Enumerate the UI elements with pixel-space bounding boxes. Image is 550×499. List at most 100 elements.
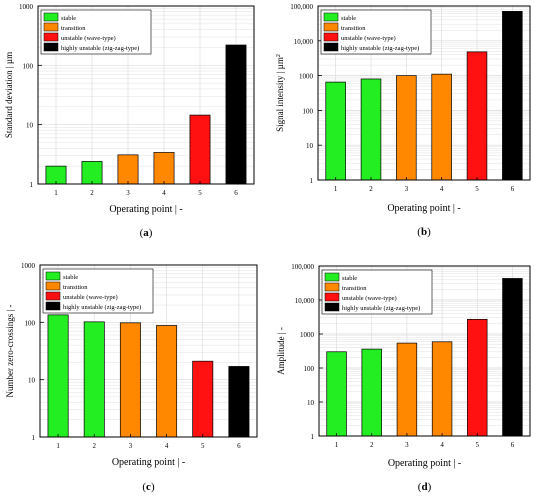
x-tick-label: 2 (93, 442, 97, 450)
bar-point-6 (502, 278, 523, 437)
x-tick-label: 5 (201, 442, 205, 450)
plot-frame (37, 5, 255, 185)
y-tick-label: 10,000 (295, 297, 315, 305)
bar-point-2 (360, 78, 382, 181)
x-axis-label: Operating point | - (387, 203, 460, 214)
y-axis-label-superscript: 2 (276, 54, 282, 57)
panel-label-letter: c (146, 481, 151, 493)
legend-swatch (324, 292, 340, 302)
bar-point-2 (361, 348, 382, 437)
x-tick-label: 6 (511, 441, 515, 449)
legend: stable transition unstable (wave-type) high… (321, 269, 433, 315)
plot-frame (318, 265, 531, 437)
bar-point-3 (119, 322, 141, 438)
legend-swatch (323, 42, 339, 52)
legend-label: highly unstable (zig-zag-type) (61, 45, 139, 52)
plot-frame (317, 5, 531, 181)
x-axis-label: Operating point | - (109, 204, 182, 215)
panel-label-letter: a (143, 227, 149, 239)
y-tick-label: 100 (23, 62, 34, 70)
legend-label: stable (341, 15, 356, 22)
legend: stable transition unstable (wave-type) high… (40, 9, 152, 55)
y-axis-label: Standard deviation | µm (4, 52, 14, 138)
x-tick-label: 1 (56, 442, 60, 450)
legend-label: stable (342, 275, 357, 282)
panel-label: (b) (417, 226, 431, 238)
x-tick-label: 2 (370, 441, 374, 449)
bar-point-3 (117, 154, 139, 185)
panel-label: (a) (140, 227, 153, 239)
legend-label: transition (61, 25, 86, 32)
bar-point-2 (81, 161, 103, 185)
y-tick-label: 100,000 (290, 3, 313, 11)
x-tick-label: 5 (198, 189, 202, 197)
y-tick-label: 10,000 (294, 38, 314, 46)
bar-point-6 (225, 44, 247, 185)
x-tick-label: 3 (126, 189, 130, 197)
legend-swatch (324, 282, 340, 292)
legend-label: highly unstable (zig-zag-type) (341, 45, 419, 52)
legend-swatch (45, 301, 61, 311)
y-tick-label: 1000 (300, 331, 315, 339)
legend-swatch (43, 22, 59, 32)
y-axis-label: Signal intensity | µm2 (275, 54, 285, 132)
legend-swatch (43, 42, 59, 52)
bar-point-6 (502, 11, 523, 181)
panel-label-open-paren: ( (418, 481, 422, 493)
x-tick-label: 2 (369, 185, 373, 193)
chart-panel-4: 1 10 100 1000 10,000 100,000 1 2 3 4 5 6 Operating p… (276, 263, 531, 493)
bar-point-5 (466, 51, 488, 181)
x-tick-label: 1 (334, 185, 338, 193)
y-tick-label: 1000 (21, 262, 36, 270)
x-axis-label: Operating point | - (388, 458, 461, 469)
x-tick-label: 6 (234, 189, 238, 197)
panel-label-close-paren: ) (428, 481, 432, 493)
bar-point-5 (192, 360, 214, 438)
x-tick-label: 5 (476, 441, 480, 449)
legend-label: stable (61, 15, 76, 22)
y-tick-label: 1 (32, 434, 36, 442)
panel-label-close-paren: ) (427, 226, 431, 238)
bar-point-4 (431, 73, 452, 181)
y-tick-label: 10 (28, 377, 36, 385)
bar-point-2 (83, 321, 105, 438)
x-tick-label: 4 (440, 185, 444, 193)
panel-label-letter: d (421, 481, 427, 493)
legend-label: unstable (wave-type) (63, 294, 118, 301)
y-tick-label: 1 (310, 177, 314, 185)
legend-box (321, 269, 433, 315)
legend-swatch (43, 12, 59, 22)
y-tick-label: 10 (306, 142, 314, 150)
y-tick-label: 100 (25, 319, 36, 327)
bar-point-4 (431, 341, 453, 437)
y-tick-label: 100 (303, 107, 314, 115)
legend-label: unstable (wave-type) (341, 35, 396, 42)
x-tick-label: 1 (54, 189, 58, 197)
legend-label: unstable (wave-type) (61, 35, 116, 42)
x-tick-label: 4 (162, 189, 166, 197)
legend-box (320, 9, 432, 55)
y-tick-label: 1000 (19, 3, 34, 11)
chart-panel-3: 1 10 100 1000 1 2 3 4 5 6 Operating point | - Numbe… (5, 262, 258, 493)
legend: stable transition unstable (wave-type) high… (42, 268, 154, 314)
x-tick-label: 4 (165, 442, 169, 450)
x-tick-label: 3 (405, 185, 409, 193)
bar-point-4 (153, 152, 175, 185)
x-tick-label: 1 (335, 441, 339, 449)
plot-frame (39, 264, 258, 438)
chart-panel-1: 1 10 100 1000 1 2 3 4 5 6 Operating point | - Stand… (4, 3, 255, 239)
panel-label: (d) (418, 481, 432, 493)
panel-label: (c) (142, 481, 155, 493)
legend-swatch (323, 12, 339, 22)
legend-swatch (45, 271, 61, 281)
x-tick-label: 6 (511, 185, 515, 193)
legend-label: stable (63, 274, 78, 281)
y-tick-label: 1000 (299, 73, 314, 81)
legend-label: transition (63, 284, 88, 291)
legend: stable transition unstable (wave-type) high… (320, 9, 432, 55)
y-tick-label: 10 (307, 399, 315, 407)
y-axis-label: Amplitude | - (276, 327, 286, 375)
legend-swatch (324, 302, 340, 312)
y-axis-label: Number zero-crossings | - (5, 304, 15, 397)
bar-point-1 (47, 314, 69, 438)
